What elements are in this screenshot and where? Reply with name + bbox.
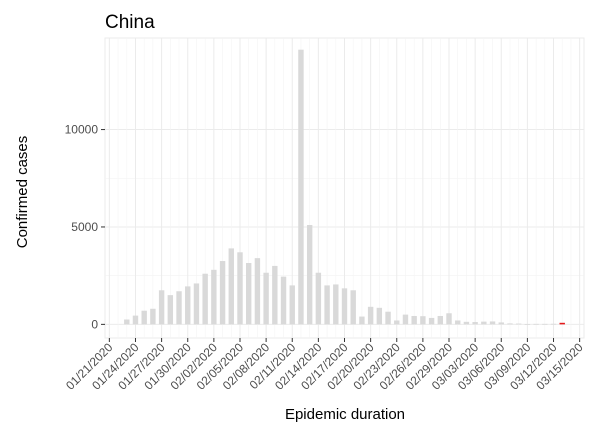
bar-01-25-2020	[141, 310, 147, 325]
bar-02-09-2020	[272, 265, 278, 325]
y-tick-label: 0	[91, 317, 98, 331]
bar-01-24-2020	[132, 315, 139, 325]
bar-03-02-2020	[463, 321, 470, 325]
chart-title: China	[105, 12, 155, 33]
bar-02-25-2020	[411, 315, 417, 325]
bar-02-15-2020	[324, 285, 330, 325]
bar-02-21-2020	[376, 307, 383, 325]
bar-02-07-2020	[254, 258, 261, 325]
bar-02-16-2020	[333, 284, 339, 325]
bar-03-13-2020	[559, 322, 565, 325]
bar-02-13-2020	[306, 225, 313, 325]
bar-01-27-2020	[158, 290, 165, 325]
bar-02-12-2020	[298, 49, 304, 325]
x-axis-title: Epidemic duration	[285, 406, 405, 423]
bar-02-26-2020	[420, 316, 426, 325]
bar-03-06-2020	[498, 322, 504, 325]
bar-03-09-2020	[524, 323, 531, 325]
y-tick-labels: 0 5000 10000	[65, 123, 105, 331]
bar-02-22-2020	[385, 311, 391, 325]
bar-02-29-2020	[446, 313, 452, 325]
bar-02-03-2020	[219, 261, 226, 325]
bar-03-07-2020	[507, 323, 513, 325]
bar-02-10-2020	[280, 276, 287, 325]
bar-03-12-2020	[550, 323, 557, 325]
bar-03-05-2020	[489, 321, 496, 325]
bar-03-10-2020	[533, 323, 539, 325]
bar-03-04-2020	[481, 321, 487, 325]
bar-01-23-2020	[124, 319, 130, 325]
bar-03-01-2020	[455, 320, 461, 325]
bar-02-08-2020	[263, 272, 269, 325]
bar-02-24-2020	[402, 314, 409, 325]
bar-01-29-2020	[176, 291, 182, 325]
bar-03-03-2020	[472, 322, 478, 325]
bar-02-17-2020	[341, 288, 348, 325]
bar-02-27-2020	[428, 317, 435, 325]
bar-01-26-2020	[150, 308, 156, 325]
x-tick-labels: 01/21/202001/24/202001/27/202001/30/2020…	[63, 338, 586, 393]
bar-02-01-2020	[202, 273, 208, 325]
bar-02-11-2020	[289, 285, 295, 325]
bar-02-05-2020	[237, 252, 243, 325]
y-tick-label: 5000	[71, 220, 98, 234]
y-tick-label: 10000	[65, 123, 99, 137]
bar-02-20-2020	[367, 306, 374, 325]
bar-03-08-2020	[515, 323, 522, 325]
y-axis-title: Confirmed cases	[14, 136, 31, 249]
bar-02-28-2020	[437, 315, 443, 325]
bars	[124, 49, 565, 325]
bar-01-31-2020	[193, 283, 200, 325]
bar-02-02-2020	[211, 269, 217, 325]
bar-03-11-2020	[542, 323, 548, 325]
bar-02-18-2020	[350, 290, 356, 325]
bar-02-19-2020	[359, 316, 365, 325]
bar-02-04-2020	[228, 248, 234, 325]
bar-02-14-2020	[315, 272, 322, 325]
bar-01-28-2020	[167, 295, 174, 325]
bar-02-06-2020	[246, 263, 252, 325]
bar-01-30-2020	[185, 286, 191, 325]
bar-02-23-2020	[394, 320, 400, 325]
gridlines	[104, 37, 585, 339]
